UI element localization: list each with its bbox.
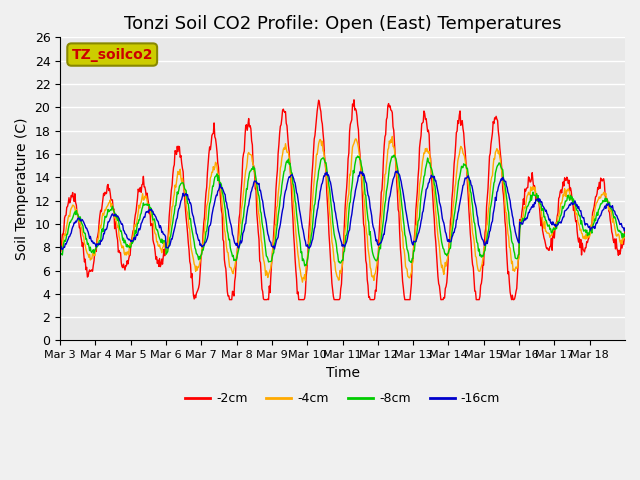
Y-axis label: Soil Temperature (C): Soil Temperature (C) bbox=[15, 118, 29, 260]
X-axis label: Time: Time bbox=[326, 366, 360, 380]
Text: TZ_soilco2: TZ_soilco2 bbox=[72, 48, 153, 61]
Title: Tonzi Soil CO2 Profile: Open (East) Temperatures: Tonzi Soil CO2 Profile: Open (East) Temp… bbox=[124, 15, 561, 33]
Legend: -2cm, -4cm, -8cm, -16cm: -2cm, -4cm, -8cm, -16cm bbox=[180, 387, 505, 410]
